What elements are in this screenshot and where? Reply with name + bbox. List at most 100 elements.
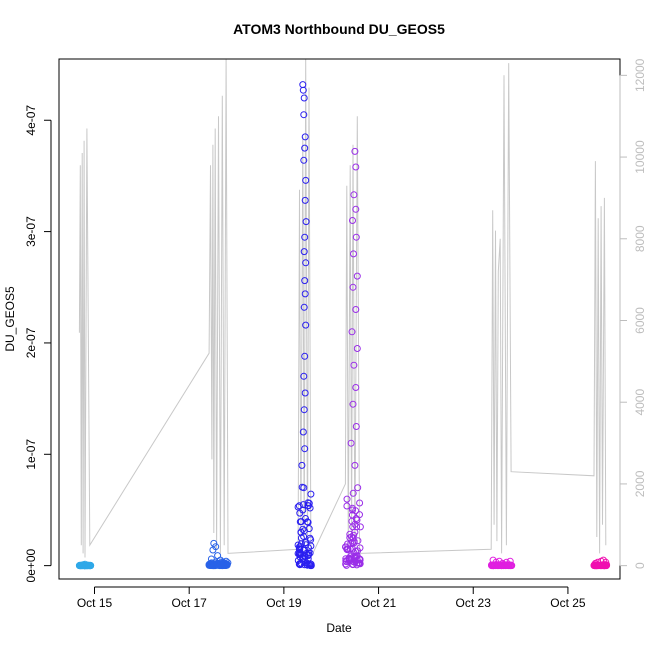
right-tick-label: 6000 [633, 307, 647, 334]
data-point [352, 384, 360, 391]
y-tick-label: 1e-07 [24, 439, 38, 470]
data-point [349, 560, 357, 568]
data-point [302, 176, 310, 184]
data-point [301, 290, 309, 298]
right-tick-label: 4000 [633, 389, 647, 416]
data-point [301, 196, 309, 204]
flight-4-points [342, 147, 364, 569]
data-point [301, 445, 309, 453]
data-point [301, 133, 309, 141]
data-point [348, 328, 356, 336]
flight-2-points [205, 539, 232, 570]
data-point [299, 428, 307, 436]
data-point [207, 555, 215, 563]
data-point [210, 562, 218, 570]
data-point [350, 250, 357, 258]
data-point [296, 561, 304, 568]
data-point [502, 558, 510, 566]
data-point [356, 544, 364, 552]
data-point [599, 556, 607, 564]
data-point [356, 499, 364, 507]
data-point [352, 163, 360, 171]
flight-3-points [294, 81, 315, 570]
data-point [305, 560, 313, 568]
data-point [305, 499, 313, 507]
data-point [301, 144, 309, 152]
data-point [343, 502, 351, 510]
data-point [352, 423, 360, 430]
x-tick-label: Oct 25 [550, 596, 586, 610]
data-point [343, 495, 351, 503]
y-tick-label: 2e-07 [24, 327, 38, 358]
data-point [348, 557, 356, 565]
data-point [349, 489, 357, 497]
y-tick-label: 0e+00 [24, 548, 38, 582]
flight-6-points [590, 556, 611, 570]
data-point [301, 389, 309, 397]
data-point [352, 233, 360, 241]
data-point [342, 543, 350, 551]
x-axis: Oct 15 Oct 17 Oct 19 Oct 21 Oct 23 Oct 25 [77, 586, 586, 610]
data-point [301, 553, 309, 561]
chart-title: ATOM3 Northbound DU_GEOS5 [233, 21, 445, 37]
data-point [351, 461, 359, 469]
data-point [300, 111, 308, 119]
data-point [507, 562, 515, 570]
data-point [353, 552, 361, 560]
x-tick-label: Oct 21 [361, 596, 397, 610]
altitude-line-layer [78, 58, 607, 558]
right-axis: 0 2000 4000 6000 8000 10000 12000 [619, 58, 647, 569]
data-point [307, 490, 315, 498]
data-point [296, 545, 303, 553]
y-tick-label: 3e-07 [24, 216, 38, 247]
data-point [304, 552, 312, 560]
x-axis-label: Date [326, 621, 352, 635]
data-point [295, 502, 303, 510]
data-point [342, 557, 350, 565]
data-point [350, 361, 358, 369]
data-point [300, 372, 308, 380]
data-point [222, 557, 230, 565]
data-point [299, 506, 307, 514]
data-point [302, 321, 310, 329]
x-tick-label: Oct 23 [456, 596, 492, 610]
data-point [343, 561, 350, 569]
data-point [296, 560, 304, 568]
data-point [354, 537, 362, 545]
data-point [349, 400, 357, 408]
data-point [301, 233, 309, 241]
data-point [348, 511, 356, 519]
data-point [300, 156, 308, 164]
data-point [356, 523, 364, 531]
data-point [297, 528, 305, 536]
data-point [352, 306, 360, 313]
plot-frame [58, 58, 621, 580]
data-point [83, 561, 91, 569]
data-point [298, 461, 306, 469]
data-point [301, 277, 309, 285]
x-tick-label: Oct 15 [77, 596, 113, 610]
data-point [300, 248, 308, 256]
flight-1-points [75, 560, 95, 570]
data-point [301, 352, 309, 360]
data-point [299, 546, 307, 554]
data-points-layer [75, 81, 611, 570]
data-point [300, 406, 308, 414]
right-tick-label: 12000 [633, 58, 647, 92]
data-point [350, 191, 358, 199]
data-point [300, 94, 308, 102]
data-point [299, 86, 307, 94]
data-point [86, 561, 94, 569]
data-point [342, 555, 350, 563]
data-point [300, 303, 308, 311]
data-point [299, 81, 307, 89]
data-point [300, 527, 308, 535]
right-tick-label: 0 [633, 562, 647, 569]
data-point [349, 217, 356, 224]
y-tick-label: 4e-07 [24, 105, 38, 136]
x-tick-label: Oct 17 [172, 596, 208, 610]
data-point [302, 259, 310, 267]
altitude-line [78, 58, 607, 558]
data-point [349, 506, 356, 514]
